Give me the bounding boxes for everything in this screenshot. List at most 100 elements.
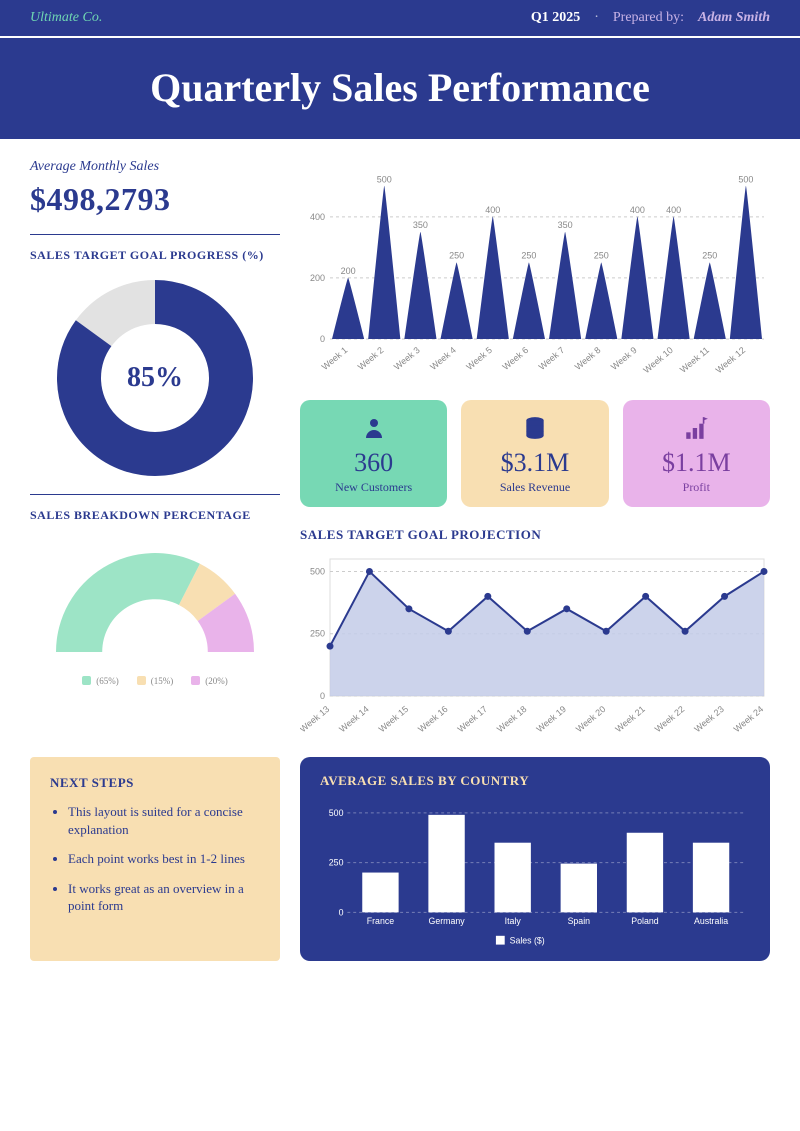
svg-text:250: 250: [521, 251, 536, 261]
svg-text:Week 13: Week 13: [300, 704, 331, 734]
svg-text:Week 18: Week 18: [495, 704, 529, 734]
svg-text:Week 11: Week 11: [678, 345, 711, 375]
header-right: Q1 2025 · Prepared by: Adam Smith: [531, 10, 770, 26]
svg-text:Week 16: Week 16: [416, 704, 450, 734]
svg-text:250: 250: [702, 251, 717, 261]
svg-text:Week 7: Week 7: [537, 345, 567, 372]
next-step-item: Each point works best in 1-2 lines: [68, 850, 260, 868]
svg-text:250: 250: [594, 251, 609, 261]
next-step-item: This layout is suited for a concise expl…: [68, 803, 260, 838]
svg-text:Germany: Germany: [429, 916, 466, 926]
svg-text:400: 400: [630, 205, 645, 215]
svg-text:Week 9: Week 9: [609, 345, 639, 372]
breakdown-title: SALES BREAKDOWN PERCENTAGE: [30, 507, 280, 524]
stat-label: New Customers: [310, 480, 437, 495]
stat-label: Profit: [633, 480, 760, 495]
avg-monthly-label: Average Monthly Sales: [30, 159, 280, 175]
svg-text:Sales ($): Sales ($): [510, 936, 545, 946]
company-name: Ultimate Co.: [30, 10, 102, 26]
svg-text:Week 3: Week 3: [392, 345, 422, 372]
svg-text:250: 250: [310, 629, 325, 639]
svg-text:Week 19: Week 19: [534, 704, 568, 734]
next-steps-title: NEXT STEPS: [50, 775, 260, 791]
left-column: Average Monthly Sales $498,2793 SALES TA…: [30, 159, 280, 741]
header-bar: Ultimate Co. Q1 2025 · Prepared by: Adam…: [0, 0, 800, 36]
svg-text:Week 5: Week 5: [464, 345, 494, 372]
right-column: 0 200 400 200 Week 1 500 Week 2 350 Week 3 250 Wee…: [300, 159, 770, 741]
country-bar-chart: 0 250 500 France Germany Italy Spain Poland Aust…: [320, 799, 750, 946]
weekly-spike-chart: 0 200 400 200 Week 1 500 Week 2 350 Week 3 250 Wee…: [300, 159, 770, 379]
stat-card: 360 New Customers: [300, 400, 447, 507]
svg-text:400: 400: [310, 212, 325, 222]
svg-text:500: 500: [310, 566, 325, 576]
stat-cards: 360 New Customers $3.1M Sales Revenue $1…: [300, 400, 770, 507]
svg-text:France: France: [367, 916, 394, 926]
svg-text:Week 24: Week 24: [732, 704, 766, 734]
svg-text:Italy: Italy: [505, 916, 522, 926]
stat-value: $3.1M: [471, 448, 598, 478]
breakdown-semi-donut: [45, 542, 265, 668]
svg-text:Week 4: Week 4: [428, 345, 458, 372]
svg-text:0: 0: [320, 691, 325, 701]
prepared-by-label: Prepared by:: [613, 10, 684, 26]
country-panel: AVERAGE SALES BY COUNTRY 0 250 500 France Ge…: [300, 757, 770, 961]
user-icon: [310, 414, 437, 442]
svg-text:Week 21: Week 21: [613, 704, 647, 734]
next-steps-list: This layout is suited for a concise expl…: [50, 803, 260, 915]
separator-dot: ·: [594, 10, 599, 26]
flag-stairs-icon: [633, 414, 760, 442]
svg-text:Week 10: Week 10: [641, 345, 675, 375]
svg-text:Week 8: Week 8: [573, 345, 603, 372]
svg-text:0: 0: [320, 334, 325, 344]
legend-item: (20%): [191, 676, 228, 686]
svg-text:Week 22: Week 22: [653, 704, 687, 734]
period: Q1 2025: [531, 10, 580, 26]
svg-text:500: 500: [377, 174, 392, 184]
legend-item: (15%): [137, 676, 174, 686]
country-chart-title: AVERAGE SALES BY COUNTRY: [320, 773, 750, 789]
svg-text:500: 500: [738, 174, 753, 184]
svg-text:Australia: Australia: [694, 916, 728, 926]
projection-area-chart: 0250500Week 13Week 14Week 15Week 16Week …: [300, 551, 770, 736]
svg-text:Week 12: Week 12: [714, 345, 748, 375]
svg-text:0: 0: [339, 907, 344, 917]
goal-progress-percent: 85%: [55, 278, 255, 478]
svg-text:Week 20: Week 20: [574, 704, 608, 734]
projection-title: SALES TARGET GOAL PROJECTION: [300, 527, 770, 543]
avg-monthly-value: $498,2793: [30, 181, 280, 218]
svg-text:Week 17: Week 17: [456, 704, 490, 734]
svg-text:350: 350: [558, 220, 573, 230]
stat-value: 360: [310, 448, 437, 478]
svg-text:Week 2: Week 2: [356, 345, 386, 372]
stat-value: $1.1M: [633, 448, 760, 478]
breakdown-legend: (65%) (15%) (20%): [30, 676, 280, 686]
next-steps-panel: NEXT STEPS This layout is suited for a c…: [30, 757, 280, 961]
goal-progress-donut: 85%: [55, 278, 255, 478]
svg-text:Week 1: Week 1: [320, 345, 350, 372]
svg-text:Week 23: Week 23: [692, 704, 726, 734]
svg-text:Week 6: Week 6: [501, 345, 531, 372]
divider: [30, 494, 280, 495]
svg-text:400: 400: [485, 205, 500, 215]
svg-text:Spain: Spain: [568, 916, 591, 926]
page-title: Quarterly Sales Performance: [0, 38, 800, 139]
legend-item: (65%): [82, 676, 119, 686]
divider: [30, 234, 280, 235]
db-icon: [471, 414, 598, 442]
svg-text:Poland: Poland: [631, 916, 658, 926]
svg-text:500: 500: [329, 808, 344, 818]
next-step-item: It works great as an overview in a point…: [68, 880, 260, 915]
goal-progress-title: SALES TARGET GOAL PROGRESS (%): [30, 247, 280, 264]
svg-text:250: 250: [329, 858, 344, 868]
svg-text:400: 400: [666, 205, 681, 215]
author-name: Adam Smith: [698, 10, 770, 26]
svg-text:350: 350: [413, 220, 428, 230]
svg-text:250: 250: [449, 251, 464, 261]
svg-text:Week 15: Week 15: [377, 704, 411, 734]
svg-text:Week 14: Week 14: [337, 704, 371, 734]
svg-text:200: 200: [341, 266, 356, 276]
stat-card: $1.1M Profit: [623, 400, 770, 507]
svg-text:200: 200: [310, 273, 325, 283]
stat-label: Sales Revenue: [471, 480, 598, 495]
stat-card: $3.1M Sales Revenue: [461, 400, 608, 507]
